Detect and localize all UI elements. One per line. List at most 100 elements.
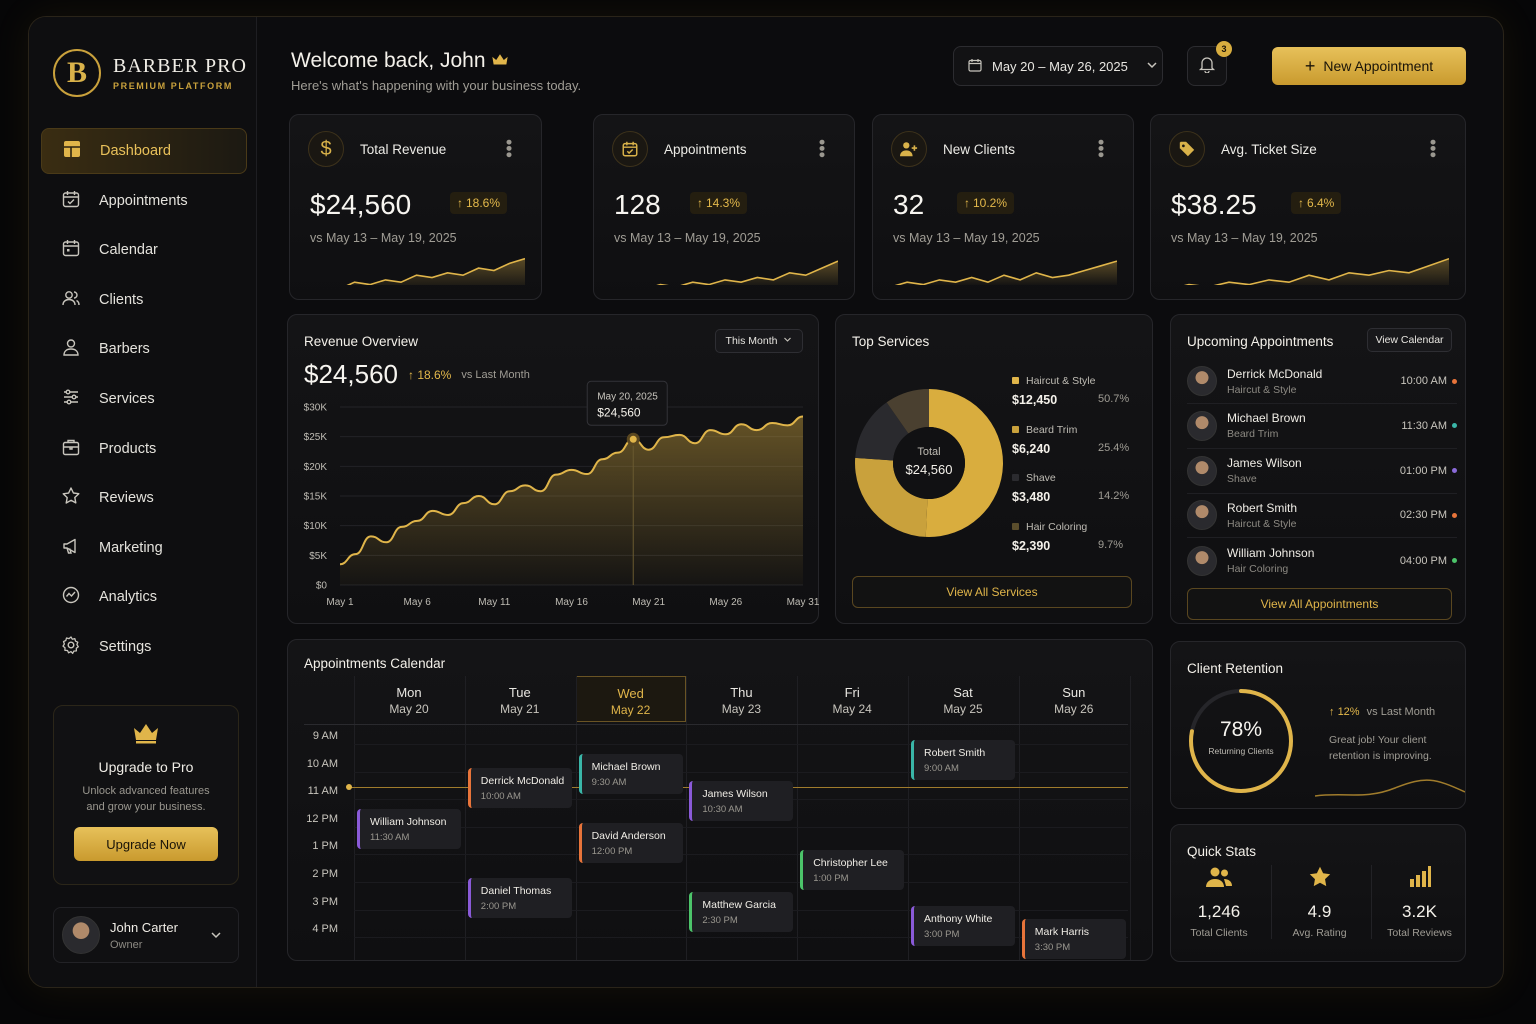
- retention-sparkline: [1315, 779, 1465, 797]
- calendar-event[interactable]: Mark Harris 3:30 PM: [1021, 919, 1126, 960]
- brand-subtitle: PREMIUM PLATFORM: [113, 81, 233, 91]
- calendar-day-tue[interactable]: Tue May 21: [500, 685, 540, 716]
- sidebar-item-label: Dashboard: [100, 143, 171, 159]
- calendar-day-sat[interactable]: Sat May 25: [943, 685, 983, 716]
- retention-label: Returning Clients: [1208, 746, 1274, 756]
- legend-name: Shave: [1026, 472, 1056, 484]
- kpi-label: Avg. Ticket Size: [1221, 142, 1317, 157]
- calendar-icon: [612, 131, 648, 167]
- kpi-sparkline: [612, 260, 838, 285]
- revenue-value: $24,560: [304, 359, 398, 389]
- y-tick-label: $5K: [309, 551, 327, 562]
- calendar-icon: [968, 58, 982, 75]
- calendar-day-thu[interactable]: Thu May 23: [721, 685, 762, 716]
- sidebar-item-barbers[interactable]: Barbers: [41, 326, 247, 372]
- calendar-event[interactable]: Michael Brown 9:30 AM: [578, 753, 683, 794]
- calendar-event[interactable]: Daniel Thomas 2:00 PM: [467, 878, 572, 918]
- more-options-icon[interactable]: •••: [499, 139, 519, 158]
- top-services-title: Top Services: [852, 334, 930, 349]
- appointment-time: 10:00 AM: [1400, 375, 1447, 387]
- donut-slice-0[interactable]: [925, 389, 1003, 537]
- calendar-event[interactable]: Derrick McDonald 10:00 AM: [467, 767, 572, 808]
- legend-item: Shave $3,480 14.2%: [1012, 472, 1129, 504]
- calendar-event[interactable]: Christopher Lee 1:00 PM: [800, 850, 905, 891]
- event-name: Daniel Thomas: [480, 885, 552, 897]
- kpi-change-badge: ↑ 6.4%: [1291, 192, 1342, 214]
- brand-logo[interactable]: B BARBER PRO PREMIUM PLATFORM: [53, 49, 247, 97]
- sidebar-item-settings[interactable]: Settings: [41, 624, 247, 670]
- legend-swatch: [1012, 474, 1019, 481]
- more-options-icon[interactable]: •••: [812, 139, 832, 158]
- appointments-calendar-card: Appointments Calendar Mon May 20 Tue May 21…: [287, 639, 1153, 961]
- calendar-event[interactable]: William Johnson 11:30 AM: [357, 809, 461, 849]
- calendar-check-icon: [61, 189, 81, 213]
- donut-slice-1[interactable]: [855, 457, 928, 537]
- calendar-event[interactable]: David Anderson 12:00 PM: [578, 822, 683, 863]
- more-options-icon[interactable]: •••: [1423, 139, 1443, 158]
- services-donut-chart[interactable]: [849, 383, 1009, 543]
- quick-stat: 1,246 Total Clients: [1171, 865, 1267, 939]
- crown-icon: [54, 722, 238, 749]
- upgrade-now-button[interactable]: Upgrade Now: [74, 827, 218, 861]
- event-name: Anthony White: [924, 912, 993, 925]
- dollar-icon: $: [308, 131, 344, 167]
- kpi-card-avg-ticket-size: Avg. Ticket Size ••• $38.25 ↑ 6.4% vs Ma…: [1150, 114, 1466, 300]
- revenue-chart[interactable]: $0 $5K $10K $15K $20K $25K $30K May 1 May 6 May 1…: [288, 315, 820, 625]
- calendar-day-fri[interactable]: Fri May 24: [832, 685, 872, 716]
- upcoming-appointment-item[interactable]: James Wilson Shave 01:00 PM: [1187, 449, 1457, 494]
- sidebar-item-appointments[interactable]: Appointments: [41, 178, 247, 224]
- period-select[interactable]: This Month: [715, 329, 803, 353]
- more-options-icon[interactable]: •••: [1091, 139, 1111, 158]
- sidebar-item-clients[interactable]: Clients: [41, 277, 247, 323]
- upcoming-appointment-item[interactable]: Robert Smith Haircut & Style 02:30 PM: [1187, 493, 1457, 539]
- notifications-button[interactable]: 3: [1187, 41, 1232, 86]
- calendar-day-wed[interactable]: Wed May 22: [575, 676, 686, 722]
- view-calendar-button[interactable]: View Calendar: [1367, 328, 1452, 352]
- event-time: 10:30 AM: [702, 804, 743, 816]
- sidebar-item-calendar[interactable]: Calendar: [41, 227, 247, 273]
- sidebar-item-marketing[interactable]: Marketing: [41, 525, 247, 571]
- sidebar-item-analytics[interactable]: Analytics: [41, 574, 247, 620]
- time-label: 10 AM: [306, 757, 338, 770]
- calendar-event[interactable]: Anthony White 3:00 PM: [911, 905, 1015, 946]
- calendar-day-sun[interactable]: Sun May 26: [1054, 685, 1094, 716]
- client-avatar: [1187, 366, 1217, 396]
- donut-center-label: Total: [917, 446, 941, 458]
- clients-icon: [61, 288, 81, 312]
- view-all-appointments-button[interactable]: View All Appointments: [1187, 588, 1452, 620]
- client-name: James Wilson: [1227, 456, 1302, 471]
- donut-slice-2[interactable]: [855, 402, 909, 461]
- calendar-icon: [61, 238, 81, 262]
- sidebar-item-products[interactable]: Products: [41, 426, 247, 472]
- upcoming-appointment-item[interactable]: Derrick McDonald Haircut & Style 10:00 AM: [1187, 359, 1457, 404]
- date-range-label: May 20 – May 26, 2025: [992, 58, 1128, 74]
- event-time: 3:00 PM: [924, 928, 960, 940]
- x-tick-label: May 21: [632, 597, 665, 608]
- calendar-event[interactable]: James Wilson 10:30 AM: [689, 781, 794, 822]
- upcoming-appointment-item[interactable]: Michael Brown Beard Trim 11:30 AM: [1187, 404, 1457, 449]
- revenue-change: ↑ 18.6%: [407, 367, 452, 382]
- kpi-sparkline: [308, 257, 525, 285]
- legend-percent: 9.7%: [1098, 538, 1124, 551]
- sidebar-item-dashboard[interactable]: Dashboard: [41, 128, 247, 174]
- sidebar-item-reviews[interactable]: Reviews: [41, 475, 247, 521]
- service-name: Haircut & Style: [1227, 383, 1297, 396]
- date-range-picker[interactable]: May 20 – May 26, 2025: [953, 46, 1163, 86]
- sidebar-item-services[interactable]: Services: [41, 376, 247, 422]
- new-appointment-button[interactable]: + New Appointment: [1272, 47, 1466, 85]
- calendar-event[interactable]: Matthew Garcia 2:30 PM: [689, 891, 794, 932]
- donut-slice-3[interactable]: [886, 389, 929, 434]
- view-all-services-button[interactable]: View All Services: [852, 576, 1132, 608]
- kpi-value: 32: [893, 189, 925, 220]
- upcoming-appointment-item[interactable]: William Johnson Hair Coloring 04:00 PM: [1187, 538, 1457, 583]
- megaphone-icon: [61, 536, 81, 560]
- service-name: Haircut & Style: [1227, 517, 1297, 530]
- tag-icon: [1169, 131, 1205, 167]
- legend-amount: $6,240: [1012, 441, 1051, 456]
- revenue-line: [339, 415, 804, 566]
- user-menu[interactable]: John Carter Owner: [53, 907, 239, 963]
- event-time: 1:00 PM: [813, 873, 849, 885]
- legend-amount: $2,390: [1012, 538, 1051, 553]
- calendar-day-mon[interactable]: Mon May 20: [389, 685, 429, 716]
- calendar-event[interactable]: Robert Smith 9:00 AM: [911, 740, 1015, 780]
